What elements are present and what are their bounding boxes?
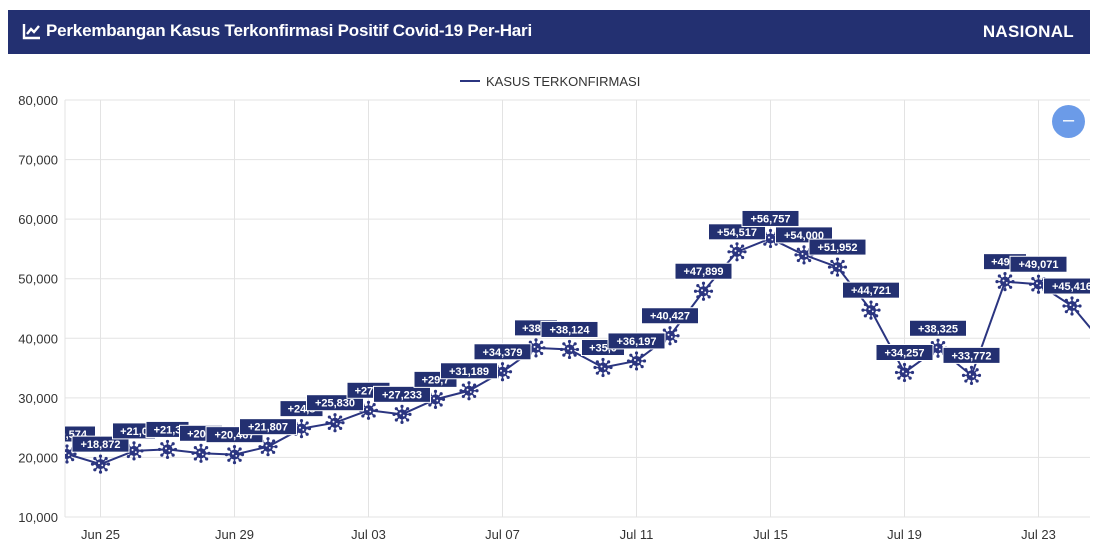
data-label: +44,721 [842,281,900,299]
x-tick-label: Jul 03 [351,527,386,542]
svg-text:+31,189: +31,189 [449,366,489,378]
virus-marker-icon[interactable] [526,338,546,358]
virus-marker-icon[interactable] [559,339,580,360]
svg-text:+33,772: +33,772 [951,350,991,362]
data-label: +38,325 [909,319,967,337]
virus-marker-icon[interactable] [358,400,379,420]
data-label: +45,416 [1043,277,1092,295]
data-labels: +20,574+18,872+21,0 +21,3 +20,6 +20,467+21,… [65,209,1092,453]
data-label: +31,189 [440,362,498,380]
virus-marker-icon[interactable] [57,444,77,464]
axis-labels: 10,000 20,000 30,000 40,000 50,000 60,000 70,0… [18,93,1056,542]
y-tick-label: 50,000 [18,272,58,287]
virus-marker-icon[interactable] [157,439,178,460]
virus-marker-icon[interactable] [626,351,647,371]
svg-text:+21,807: +21,807 [248,422,288,434]
virus-marker-icon[interactable] [325,413,345,433]
legend-label[interactable]: KASUS TERKONFIRMASI [486,74,640,89]
data-label: +47,899 [674,262,733,280]
y-tick-label: 40,000 [18,331,58,346]
svg-text:+49,071: +49,071 [1018,259,1058,271]
y-tick-label: 60,000 [18,212,58,227]
x-tick-label: Jul 15 [753,527,788,542]
virus-marker-icon[interactable] [861,300,881,320]
svg-text:+51,952: +51,952 [817,242,857,254]
svg-text:+40,427: +40,427 [650,311,690,323]
svg-text:+21,3: +21,3 [154,424,182,436]
data-label: +33,772 [942,346,1001,364]
zoom-reset-button[interactable]: – [1052,105,1085,138]
svg-text:+56,757: +56,757 [750,213,790,225]
svg-text:+54,517: +54,517 [717,227,757,239]
data-label: +54,517 [708,223,766,241]
data-label: +21,0 [112,422,156,440]
data-label: +34,257 [875,343,934,361]
y-tick-label: 80,000 [18,93,58,108]
y-tick-label: 20,000 [18,450,58,465]
virus-marker-icon[interactable] [961,365,982,385]
svg-text:+25,830: +25,830 [315,398,355,410]
svg-text:+38,124: +38,124 [549,324,590,336]
virus-marker-icon[interactable] [90,454,111,474]
grid-lines [64,99,1090,518]
virus-marker-icon[interactable] [727,242,747,262]
data-label: +36,197 [607,332,666,350]
y-tick-label: 30,000 [18,391,58,406]
virus-marker-icon[interactable] [124,441,144,461]
virus-marker-icon[interactable] [224,445,245,465]
svg-text:+18,872: +18,872 [80,439,120,451]
data-label: +51,952 [808,238,867,256]
x-tick-label: Jul 11 [620,527,654,542]
svg-text:+47,899: +47,899 [683,266,723,278]
virus-marker-icon[interactable] [191,443,211,463]
x-tick-label: Jun 29 [215,527,254,542]
virus-marker-icon[interactable] [760,228,781,249]
svg-text:+36,197: +36,197 [616,336,656,348]
virus-marker-icon[interactable] [693,281,714,301]
data-label: +34,379 [473,343,532,361]
x-tick-label: Jul 23 [1021,527,1056,542]
virus-marker-icon[interactable] [894,362,915,383]
chart-title: Perkembangan Kasus Terkonfirmasi Positif… [46,21,532,40]
virus-marker-icon[interactable] [1062,296,1082,316]
y-tick-label: 10,000 [18,510,58,525]
virus-marker-icon[interactable] [794,245,814,265]
data-label: +27,233 [373,385,431,403]
line-chart: 10,000 20,000 30,000 40,000 50,000 60,000 70,0… [18,74,1092,542]
svg-text:+27,233: +27,233 [382,389,422,401]
virus-marker-icon[interactable] [459,381,479,401]
x-tick-label: Jul 07 [485,527,520,542]
virus-marker-icon[interactable] [995,272,1015,292]
x-tick-label: Jul 19 [887,527,922,542]
virus-marker-icon[interactable] [258,437,278,457]
data-label: +49,071 [1009,255,1068,273]
legend[interactable]: KASUS TERKONFIRMASI [460,74,640,89]
chart-header: Perkembangan Kasus Terkonfirmasi Positif… [8,10,1090,54]
x-tick-label: Jun 25 [81,527,120,542]
svg-text:+34,257: +34,257 [884,347,924,359]
data-label: +21,3 [145,420,190,438]
y-tick-label: 70,000 [18,153,58,168]
svg-text:+45,416: +45,416 [1052,281,1092,293]
data-label: +40,427 [641,307,699,325]
svg-text:+34,379: +34,379 [482,347,522,359]
svg-text:+44,721: +44,721 [851,285,891,297]
data-label: +56,757 [741,209,800,227]
data-label: +38,124 [540,320,599,338]
virus-marker-icon[interactable] [827,257,848,277]
virus-marker-icon[interactable] [392,404,412,424]
svg-text:+38,325: +38,325 [918,323,958,335]
svg-text:+21,0: +21,0 [120,426,148,438]
series-kasus [57,228,1090,474]
region-label: NASIONAL [982,22,1074,41]
line-chart-icon [22,24,40,40]
data-label: +21,807 [239,418,297,436]
data-label: +18,872 [71,435,130,453]
virus-marker-icon[interactable] [593,357,613,378]
